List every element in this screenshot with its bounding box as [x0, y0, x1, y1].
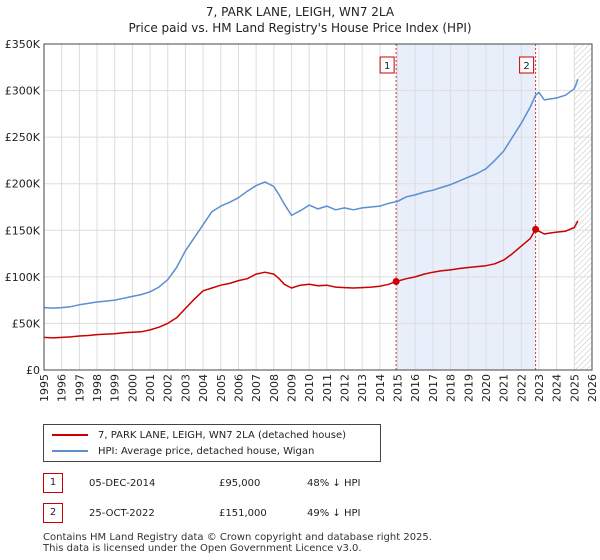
sale-label: 1	[384, 61, 390, 72]
legend-item-property: 7, PARK LANE, LEIGH, WN7 2LA (detached h…	[52, 428, 346, 444]
plot-frame	[43, 43, 593, 371]
x-tick-label: 2002	[162, 374, 175, 402]
legend-label-property: 7, PARK LANE, LEIGH, WN7 2LA (detached h…	[98, 430, 347, 441]
x-tick-label: 1999	[109, 374, 122, 402]
x-tick-label: 2007	[250, 374, 263, 402]
legend-item-hpi: HPI: Average price, detached house, Wiga…	[52, 444, 314, 460]
x-tick-label: 2008	[268, 374, 281, 402]
x-tick-label: 2011	[321, 374, 334, 402]
x-tick-label: 2000	[126, 374, 139, 402]
property-price-line	[44, 220, 579, 339]
transaction-number: 1	[43, 473, 63, 493]
y-tick-label: £250K	[5, 131, 41, 144]
y-tick-label: £300K	[5, 85, 41, 98]
transaction-date: 25-OCT-2022	[89, 508, 155, 519]
x-tick-label: 2016	[409, 374, 422, 402]
x-tick-label: 2024	[551, 374, 564, 402]
x-tick-label: 1998	[91, 374, 104, 402]
transaction-hpi-diff: 49% ↓ HPI	[307, 508, 361, 519]
x-tick-label: 2004	[197, 374, 210, 402]
footer-line: This data is licensed under the Open Gov…	[43, 543, 362, 554]
y-tick-label: £0	[26, 364, 40, 377]
x-tick-label: 1995	[38, 374, 51, 402]
x-tick-label: 2014	[374, 374, 387, 402]
x-tick-label: 2005	[215, 374, 228, 402]
x-tick-label: 2019	[462, 374, 475, 402]
legend: 7, PARK LANE, LEIGH, WN7 2LA (detached h…	[43, 424, 381, 462]
x-tick-label: 1996	[56, 374, 69, 402]
x-tick-label: 2022	[515, 374, 528, 402]
transaction-row: 2 25-OCT-2022 £151,000 49% ↓ HPI	[43, 503, 463, 523]
hpi-line	[44, 79, 579, 309]
transaction-price: £151,000	[219, 508, 267, 519]
legend-label-hpi: HPI: Average price, detached house, Wiga…	[98, 446, 315, 457]
transaction-price: £95,000	[219, 478, 261, 489]
y-tick-label: £350K	[5, 38, 41, 51]
transaction-number: 2	[43, 503, 63, 523]
chart-title-block: 7, PARK LANE, LEIGH, WN7 2LA Price paid …	[0, 4, 600, 36]
y-tick-label: £200K	[5, 178, 41, 191]
legend-swatch-hpi	[52, 450, 88, 452]
x-tick-label: 2023	[533, 374, 546, 402]
x-tick-label: 2020	[480, 374, 493, 402]
x-tick-label: 2017	[427, 374, 440, 402]
chart-subtitle: Price paid vs. HM Land Registry's House …	[128, 21, 472, 35]
x-tick-label: 2009	[285, 374, 298, 402]
x-tick-label: 2021	[498, 374, 511, 402]
x-tick-label: 2001	[144, 374, 157, 402]
y-tick-label: £150K	[5, 224, 41, 237]
y-tick-label: £50K	[12, 317, 41, 330]
x-tick-label: 2012	[339, 374, 352, 402]
sale-label-box	[519, 56, 535, 74]
x-tick-label: 2013	[356, 374, 369, 402]
price-chart: 1 2 £0 £50K £100K £150K £200K £250K £300K £350K 1…	[5, 38, 599, 402]
shaded-period	[396, 44, 536, 370]
x-tick-label: 2026	[586, 374, 599, 402]
footer-attribution: Contains HM Land Registry data © Crown c…	[43, 532, 432, 554]
sale-label-box	[379, 56, 395, 74]
sale-point	[532, 225, 540, 233]
x-tick-label: 2003	[179, 374, 192, 402]
forecast-hatch	[574, 44, 592, 370]
chart-title: 7, PARK LANE, LEIGH, WN7 2LA	[205, 5, 395, 19]
footer-line: Contains HM Land Registry data © Crown c…	[43, 532, 432, 543]
transaction-hpi-diff: 48% ↓ HPI	[307, 478, 361, 489]
x-tick-label: 2018	[445, 374, 458, 402]
y-tick-label: £100K	[5, 271, 41, 284]
x-tick-label: 2006	[232, 374, 245, 402]
x-tick-label: 1997	[73, 374, 86, 402]
transaction-date: 05-DEC-2014	[89, 478, 156, 489]
transaction-row: 1 05-DEC-2014 £95,000 48% ↓ HPI	[43, 473, 463, 493]
sale-point	[392, 278, 400, 286]
x-tick-label: 2025	[568, 374, 581, 402]
sale-label: 2	[523, 61, 529, 72]
x-tick-label: 2015	[392, 374, 405, 402]
x-tick-label: 2010	[303, 374, 316, 402]
legend-swatch-property	[52, 434, 88, 436]
